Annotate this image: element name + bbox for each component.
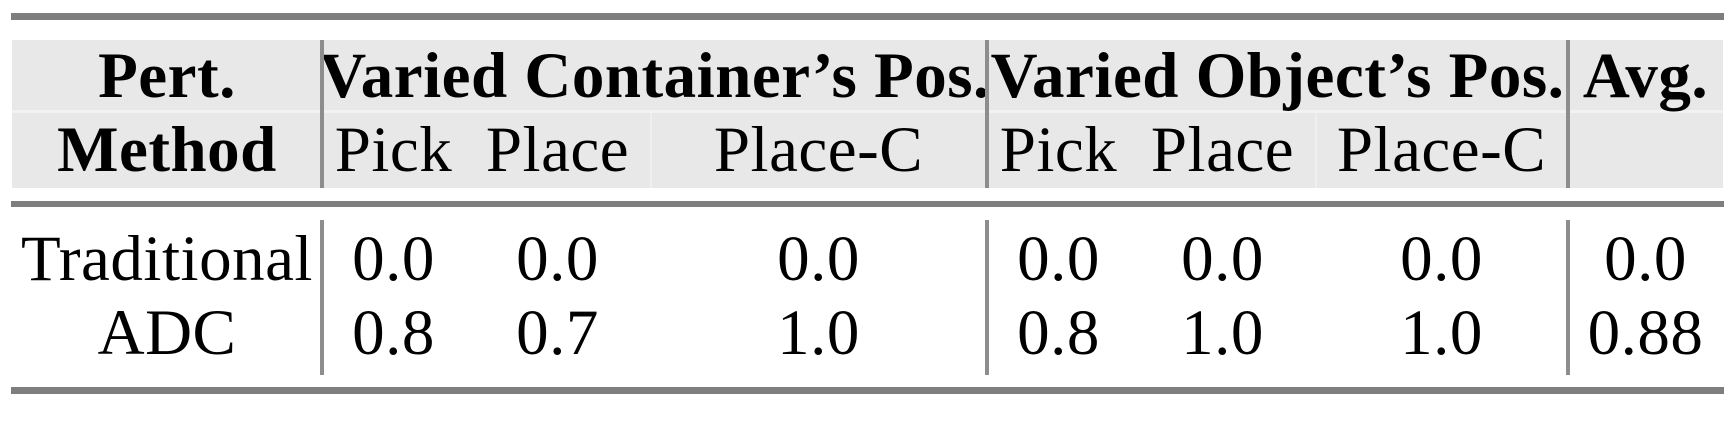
- table-mid-rule: [11, 201, 1724, 207]
- header-subcell-divider: [650, 113, 652, 188]
- value-cell: 0.0: [516, 222, 599, 295]
- subheader-object-pick: Pick: [999, 114, 1118, 186]
- header-row-sub: Method Pick Place Place-C Pick Place Pla…: [0, 113, 1735, 188]
- subheader-container-pick: Pick: [334, 114, 453, 186]
- column-separator: [320, 40, 324, 188]
- value-cell: 1.0: [777, 296, 860, 369]
- avg-value-cell: 0.0: [1604, 222, 1687, 295]
- header-group-container-pos: Varied Container’s Pos.: [319, 40, 990, 112]
- table-header-band: [12, 40, 1723, 188]
- value-cell: 1.0: [1400, 296, 1483, 369]
- row-label-traditional: Traditional: [20, 222, 313, 295]
- value-cell: 0.0: [1400, 222, 1483, 295]
- subheader-container-place-c: Place-C: [713, 114, 924, 186]
- value-cell: 0.8: [352, 296, 435, 369]
- header-method-label: Method: [57, 114, 277, 186]
- value-cell: 0.7: [516, 296, 599, 369]
- value-cell: 1.0: [1181, 296, 1264, 369]
- table-top-rule: [11, 13, 1724, 20]
- header-avg-label: Avg.: [1582, 40, 1709, 112]
- header-group-object-pos: Varied Object’s Pos.: [990, 40, 1565, 112]
- table-row-adc: ADC 0.8 0.7 1.0 0.8 1.0 1.0 0.88: [0, 296, 1735, 370]
- subheader-object-place: Place: [1150, 114, 1295, 186]
- row-label-adc: ADC: [97, 296, 237, 369]
- header-pert-label: Pert.: [98, 40, 236, 112]
- value-cell: 0.8: [1017, 296, 1100, 369]
- header-row-top: Pert. Varied Container’s Pos. Varied Obj…: [0, 40, 1735, 113]
- avg-value-cell: 0.88: [1587, 296, 1704, 369]
- column-separator: [985, 220, 989, 375]
- header-row-divider: [12, 110, 1723, 113]
- value-cell: 0.0: [1181, 222, 1264, 295]
- column-separator: [1566, 40, 1570, 188]
- subheader-container-place: Place: [485, 114, 630, 186]
- value-cell: 0.0: [777, 222, 860, 295]
- column-separator: [985, 40, 989, 188]
- column-separator: [320, 220, 324, 375]
- header-subcell-divider: [1315, 113, 1317, 188]
- table-bottom-rule: [11, 387, 1724, 394]
- table-row-traditional: Traditional 0.0 0.0 0.0 0.0 0.0 0.0 0.0: [0, 222, 1735, 296]
- value-cell: 0.0: [352, 222, 435, 295]
- column-separator: [1566, 220, 1570, 375]
- subheader-object-place-c: Place-C: [1336, 114, 1547, 186]
- value-cell: 0.0: [1017, 222, 1100, 295]
